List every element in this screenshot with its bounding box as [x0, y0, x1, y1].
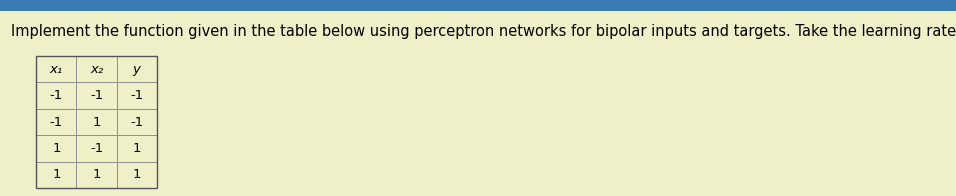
Text: -1: -1	[130, 115, 143, 129]
Text: 1: 1	[53, 168, 60, 181]
Text: 1: 1	[93, 168, 100, 181]
Text: 1: 1	[133, 168, 141, 181]
Text: -1: -1	[50, 89, 63, 102]
Text: -1: -1	[50, 115, 63, 129]
Text: -1: -1	[130, 89, 143, 102]
Text: 1: 1	[133, 142, 141, 155]
Text: 1: 1	[93, 115, 100, 129]
Text: y: y	[133, 63, 141, 76]
Text: x₁: x₁	[50, 63, 63, 76]
Text: Implement the function given in the table below using perceptron networks for bi: Implement the function given in the tabl…	[11, 24, 956, 39]
Text: x₂: x₂	[90, 63, 103, 76]
Text: -1: -1	[90, 89, 103, 102]
Text: -1: -1	[90, 142, 103, 155]
Text: 1: 1	[53, 142, 60, 155]
